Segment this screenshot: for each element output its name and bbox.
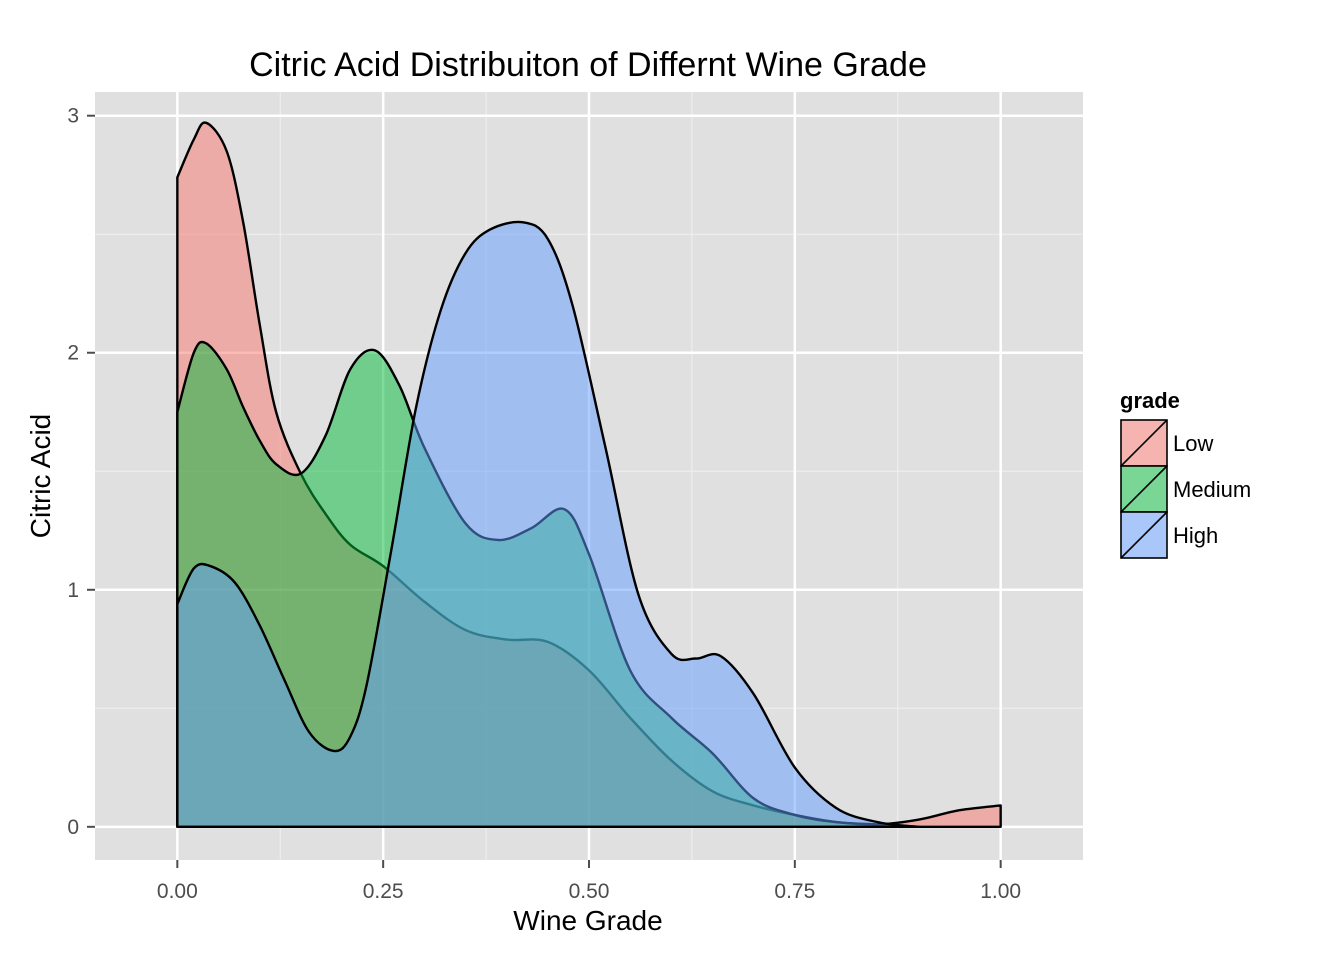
- x-axis: 0.00 0.25 0.50 0.75 1.00: [157, 860, 1021, 903]
- legend: grade Low Medium High: [1120, 388, 1251, 559]
- y-axis-title: Citric Acid: [25, 414, 56, 538]
- legend-items: Low Medium High: [1120, 419, 1251, 559]
- x-tick-label: 0.50: [569, 880, 610, 903]
- x-tick-label: 0.25: [363, 880, 404, 903]
- legend-key-slash: [1120, 465, 1168, 513]
- legend-key-slash: [1120, 419, 1168, 467]
- legend-title: grade: [1120, 388, 1180, 413]
- y-tick-label: 2: [67, 342, 79, 365]
- legend-label-low: Low: [1173, 431, 1213, 456]
- legend-label-medium: Medium: [1173, 477, 1251, 502]
- x-tick-label: 1.00: [980, 880, 1021, 903]
- y-tick-label: 0: [67, 816, 79, 839]
- x-tick-label: 0.00: [157, 880, 198, 903]
- x-tick-label: 0.75: [774, 880, 815, 903]
- chart-title: Citric Acid Distribuiton of Differnt Win…: [249, 46, 927, 84]
- legend-key-slash: [1120, 511, 1168, 559]
- x-axis-title: Wine Grade: [513, 905, 662, 936]
- density-area-high: [176, 220, 920, 829]
- y-tick-label: 1: [67, 579, 79, 602]
- legend-label-high: High: [1173, 523, 1218, 548]
- y-axis: 0 1 2 3: [67, 105, 95, 839]
- density-areas: [176, 121, 1002, 829]
- y-tick-label: 3: [67, 105, 79, 128]
